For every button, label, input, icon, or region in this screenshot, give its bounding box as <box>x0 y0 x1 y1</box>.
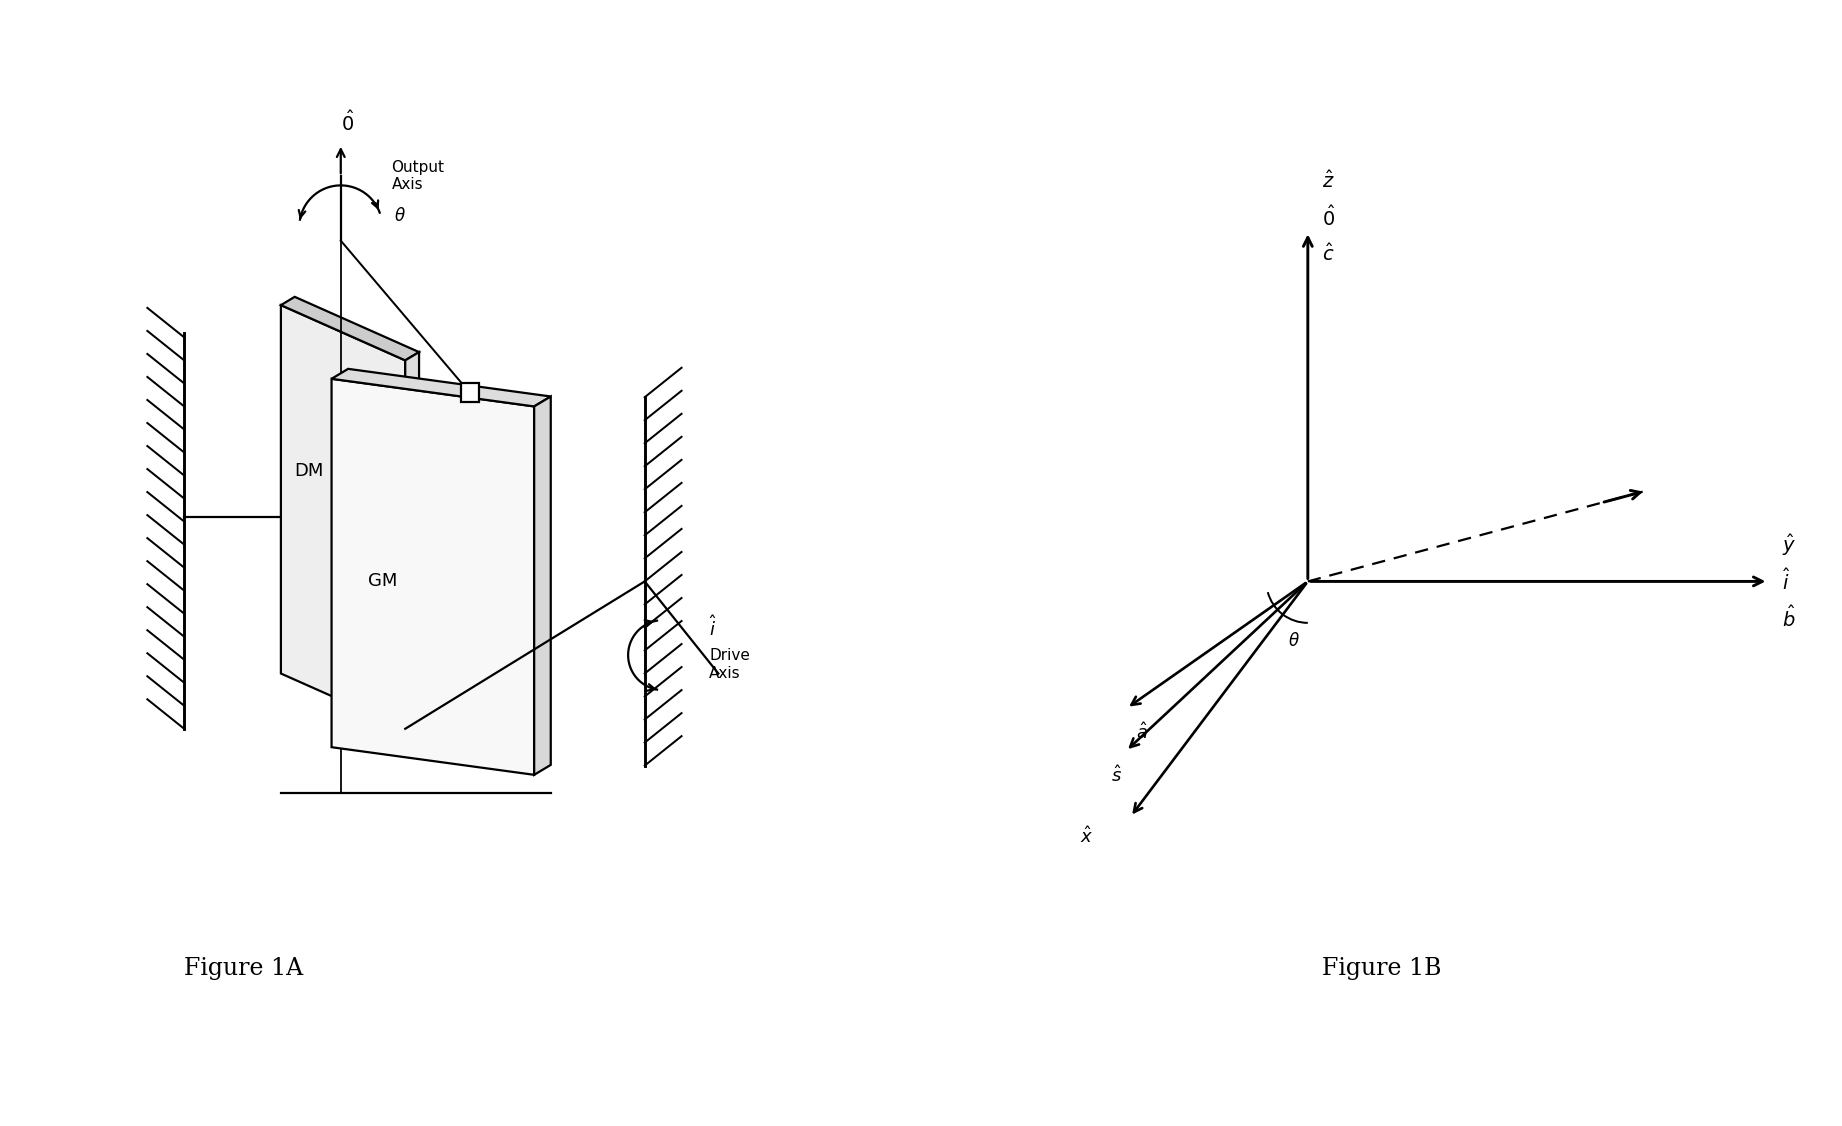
Text: $\hat{i}$: $\hat{i}$ <box>709 615 717 640</box>
Text: $\hat{z}$: $\hat{z}$ <box>1323 170 1334 191</box>
Polygon shape <box>405 352 420 729</box>
Polygon shape <box>534 396 551 775</box>
Text: $\theta$: $\theta$ <box>394 207 405 225</box>
Text: $\hat{x}$: $\hat{x}$ <box>1081 826 1094 847</box>
Text: GM: GM <box>368 572 398 590</box>
Text: Figure 1B: Figure 1B <box>1323 957 1440 980</box>
Text: $\theta$: $\theta$ <box>1288 633 1300 651</box>
Text: $\hat{0}$: $\hat{0}$ <box>341 110 354 135</box>
Text: $\hat{c}$: $\hat{c}$ <box>1323 243 1334 266</box>
Polygon shape <box>282 297 420 360</box>
Polygon shape <box>332 369 551 406</box>
Text: Output
Axis: Output Axis <box>391 160 444 193</box>
Polygon shape <box>282 305 405 729</box>
Bar <box>460 384 479 402</box>
Text: Drive
Axis: Drive Axis <box>709 649 750 680</box>
Text: $\hat{b}$: $\hat{b}$ <box>1781 606 1796 632</box>
Text: $\hat{i}$: $\hat{i}$ <box>1781 569 1790 595</box>
Text: $\hat{a}$: $\hat{a}$ <box>1137 722 1148 743</box>
Polygon shape <box>332 378 534 775</box>
Text: Figure 1A: Figure 1A <box>184 957 304 980</box>
Text: $\hat{s}$: $\hat{s}$ <box>1111 765 1122 786</box>
Text: $\hat{y}$: $\hat{y}$ <box>1781 531 1796 557</box>
Text: DM: DM <box>295 462 324 480</box>
Text: $\hat{0}$: $\hat{0}$ <box>1323 205 1335 230</box>
